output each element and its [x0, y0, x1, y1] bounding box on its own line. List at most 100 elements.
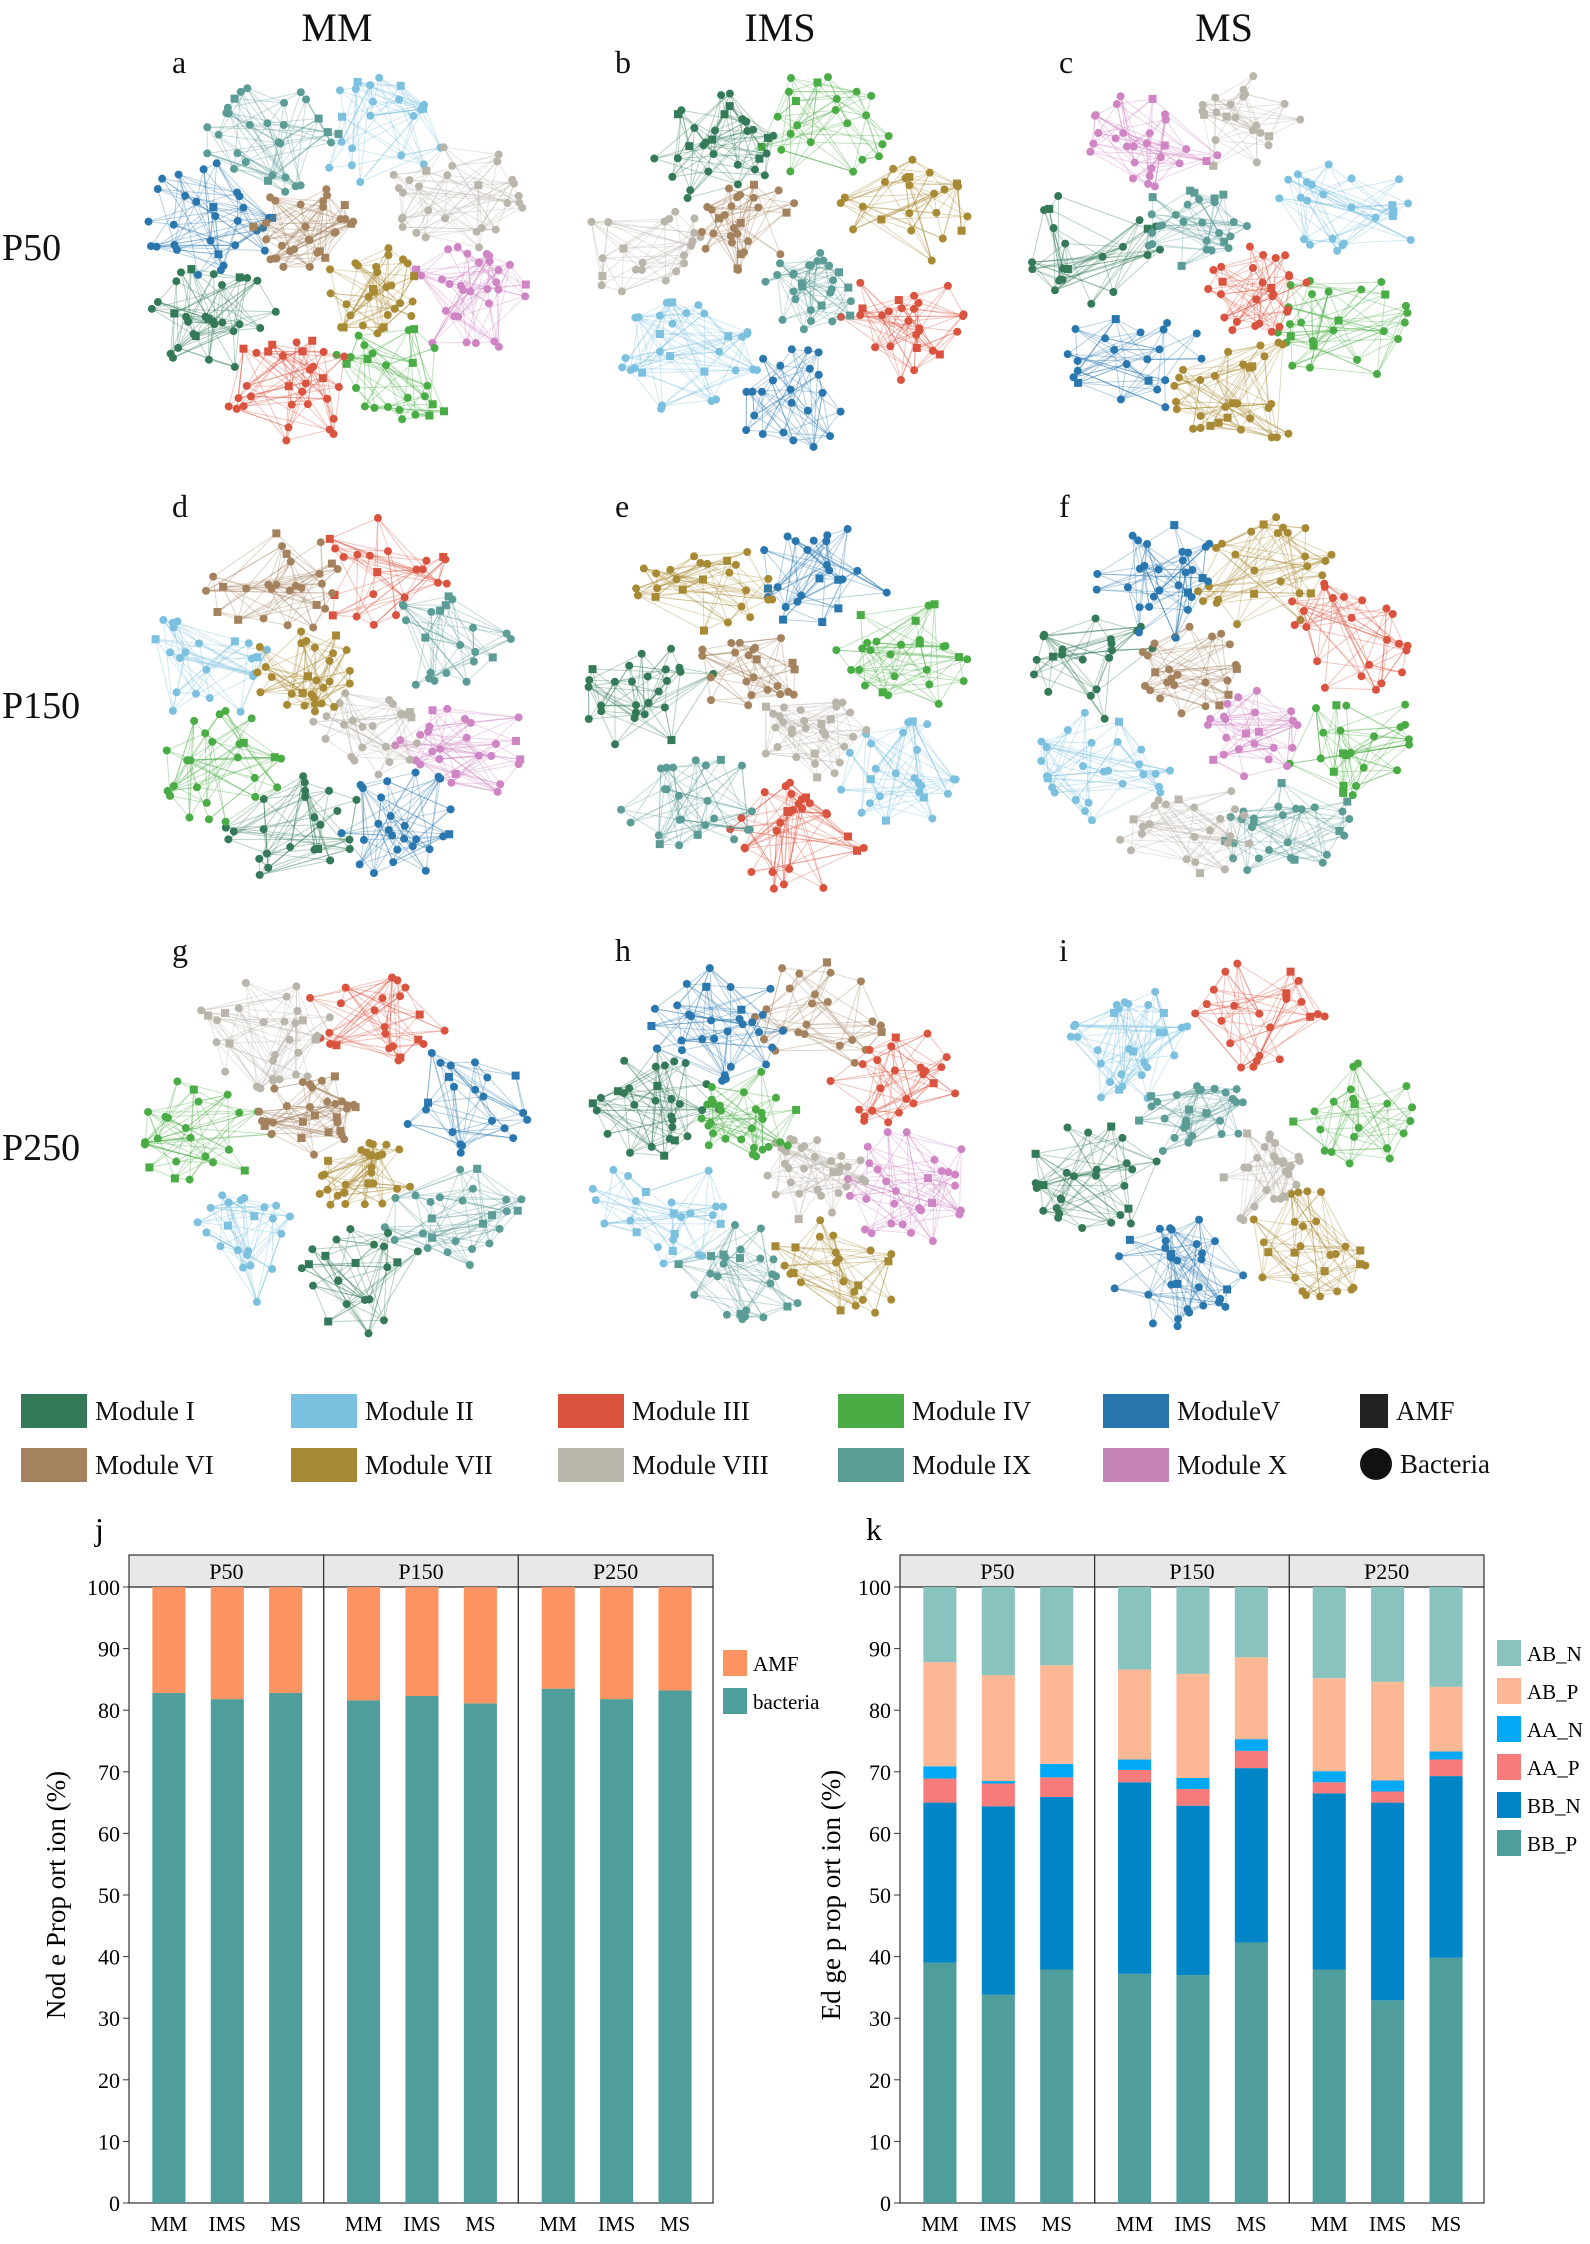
bacteria-node: [847, 665, 856, 674]
network-edge: [271, 344, 340, 388]
network-edge: [266, 231, 336, 240]
bacteria-node: [744, 701, 753, 710]
bacteria-node: [1136, 328, 1145, 337]
network-edge: [420, 109, 442, 148]
bacteria-node: [597, 281, 606, 290]
network-edge: [888, 311, 891, 347]
network-edge: [236, 408, 330, 431]
network-edge: [393, 174, 496, 231]
amf-node: [813, 78, 822, 87]
network-edge: [865, 115, 880, 157]
bacteria-node: [159, 616, 168, 625]
network-edge: [341, 116, 402, 156]
network-edge: [162, 619, 174, 711]
network-edge: [776, 274, 784, 320]
network-edge: [212, 576, 218, 613]
bacteria-node: [296, 200, 305, 209]
bacteria-node: [202, 798, 211, 807]
network-edge: [918, 302, 964, 317]
bacteria-node: [1250, 566, 1259, 575]
bacteria-node: [333, 806, 342, 815]
network-edge: [856, 91, 883, 145]
network-edge: [425, 227, 482, 238]
network-edge: [840, 316, 915, 371]
network-edge: [281, 223, 352, 247]
network-edge: [288, 340, 313, 428]
bacteria-node: [749, 365, 758, 374]
network-edge: [478, 182, 514, 186]
network-edge: [398, 187, 477, 233]
network-edge: [236, 408, 289, 428]
amf-node: [638, 368, 647, 377]
bacteria-node: [477, 224, 486, 233]
bacteria-node: [439, 143, 448, 152]
bacteria-node: [867, 739, 876, 748]
bacteria-node: [707, 397, 716, 406]
bacteria-node: [305, 365, 314, 374]
bacteria-node: [632, 584, 641, 593]
network-edge: [777, 91, 790, 117]
network-edge: [207, 152, 296, 187]
network-edge: [909, 183, 957, 186]
network-edge: [226, 112, 281, 144]
bacteria-node: [411, 410, 420, 419]
network-edge: [356, 385, 428, 389]
network-edge: [246, 87, 285, 126]
bacteria-node: [384, 244, 393, 253]
bacteria-node: [800, 716, 809, 725]
bacteria-node: [192, 197, 201, 206]
bacteria-node: [286, 843, 295, 852]
network-edge: [256, 352, 306, 385]
network-edge: [282, 206, 324, 268]
bacteria-node: [1274, 338, 1283, 347]
bacteria-node: [360, 341, 369, 350]
network-edge: [590, 221, 603, 277]
network-edge: [359, 109, 422, 183]
bacteria-node: [204, 355, 213, 364]
bacteria-node: [730, 835, 739, 844]
bacteria-node: [349, 217, 358, 226]
network-edge: [243, 351, 324, 407]
bacteria-node: [485, 257, 494, 266]
bacteria-node: [239, 203, 248, 212]
bacteria-node: [1271, 253, 1280, 262]
bacteria-node: [1204, 285, 1213, 294]
bacteria-node: [325, 677, 334, 686]
network-edge: [452, 153, 499, 167]
bacteria-node: [420, 100, 429, 109]
network-edge: [401, 385, 428, 420]
bacteria-node: [775, 259, 784, 268]
amf-node: [488, 653, 497, 662]
bacteria-node: [672, 575, 681, 584]
bacteria-node: [1073, 356, 1082, 365]
network-edge: [783, 432, 814, 448]
bacteria-node: [791, 295, 800, 304]
amf-node: [1214, 418, 1223, 427]
bacteria-node: [774, 186, 783, 195]
bacteria-node: [1215, 229, 1224, 238]
bacteria-node: [358, 743, 367, 752]
network-edge: [268, 350, 314, 368]
bacteria-node: [1259, 250, 1268, 259]
bacteria-node: [760, 171, 769, 180]
amf-node: [651, 592, 660, 601]
bacteria-node: [309, 717, 318, 726]
module-IV: [757, 73, 893, 176]
bacteria-node: [277, 754, 286, 763]
network-edge: [332, 582, 439, 616]
amf-node: [249, 222, 258, 231]
bacteria-node: [1395, 175, 1404, 184]
network-edge: [355, 88, 371, 116]
bacteria-node: [1303, 562, 1312, 571]
network-edge: [233, 168, 286, 178]
network-edge: [305, 383, 339, 388]
network-edge: [285, 386, 290, 441]
network-edge: [431, 253, 488, 344]
network-edge: [373, 291, 401, 304]
bacteria-node: [772, 826, 781, 835]
bacteria-node: [398, 223, 407, 232]
bacteria-node: [809, 536, 818, 545]
bacteria-node: [744, 651, 753, 660]
bacteria-node: [301, 793, 310, 802]
bacteria-node: [201, 312, 210, 321]
